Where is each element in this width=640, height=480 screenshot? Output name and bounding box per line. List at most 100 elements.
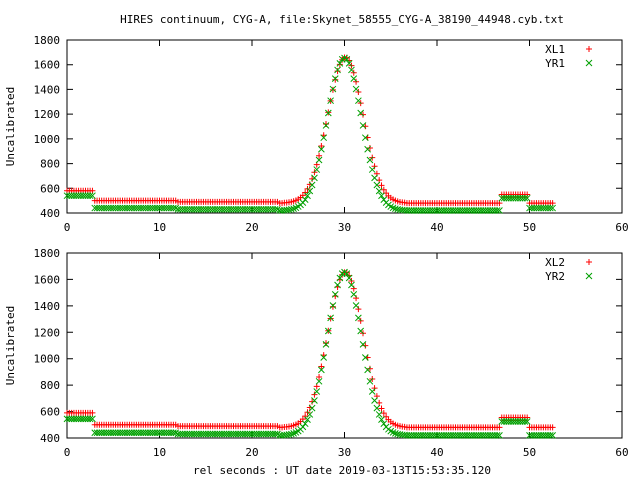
data-point — [322, 341, 330, 348]
legend-label: YR1 — [545, 57, 565, 70]
data-point — [549, 424, 556, 431]
data-point — [306, 411, 314, 418]
data-point — [331, 75, 339, 83]
data-point — [316, 152, 323, 159]
y-tick-label: 1000 — [34, 353, 61, 366]
data-point — [521, 194, 529, 202]
data-point — [348, 66, 355, 74]
data-point — [378, 182, 385, 189]
data-point — [355, 97, 362, 105]
data-point — [327, 97, 334, 105]
data-point — [320, 134, 328, 142]
data-point — [380, 410, 387, 417]
data-point — [336, 61, 343, 68]
data-point — [287, 205, 295, 213]
data-point — [311, 397, 318, 404]
data-point — [302, 189, 309, 196]
data-point — [336, 60, 344, 67]
x-tick-label: 20 — [245, 221, 258, 234]
data-point — [361, 134, 369, 142]
x-tick-label: 0 — [64, 221, 71, 234]
data-point — [329, 85, 337, 93]
x-tick-label: 50 — [523, 446, 536, 459]
y-tick-label: 1200 — [34, 326, 61, 339]
data-point — [378, 192, 385, 200]
data-point — [496, 207, 503, 214]
data-point — [86, 192, 94, 200]
legend-marker-yr1 — [585, 59, 593, 67]
data-point — [350, 290, 358, 298]
data-point — [343, 270, 351, 277]
data-point — [315, 156, 323, 164]
x-tick-label: 0 — [64, 446, 71, 459]
y-tick-label: 400 — [40, 432, 60, 445]
y-tick-label: 1000 — [34, 133, 61, 146]
x-tick-label: 50 — [523, 221, 536, 234]
data-point — [311, 174, 318, 182]
data-point — [373, 404, 381, 412]
data-point — [316, 374, 323, 381]
x-tick-label: 40 — [430, 446, 443, 459]
data-point — [549, 204, 556, 212]
y-tick-label: 400 — [40, 207, 60, 220]
data-point — [366, 144, 373, 151]
data-point — [323, 340, 329, 347]
y-tick-label: 600 — [40, 406, 60, 419]
data-point — [304, 192, 311, 200]
data-point — [496, 424, 503, 431]
data-point — [329, 302, 337, 309]
data-point — [389, 429, 397, 436]
y-tick-label: 1600 — [34, 273, 61, 286]
data-point — [364, 366, 371, 374]
data-point — [318, 366, 325, 374]
data-point — [493, 207, 501, 214]
data-point — [336, 274, 344, 282]
data-point — [350, 285, 357, 292]
data-point — [308, 181, 316, 189]
x-tick-label: 60 — [615, 221, 628, 234]
series-yr1 — [63, 54, 556, 214]
x-tick-label: 40 — [430, 221, 443, 234]
data-point — [89, 415, 96, 423]
plot-frame — [66, 39, 623, 214]
data-point — [359, 122, 367, 129]
data-point — [304, 416, 311, 423]
data-point — [290, 430, 297, 437]
y-tick-label: 1200 — [34, 108, 61, 121]
data-point — [546, 432, 554, 439]
data-point — [318, 142, 325, 149]
data-point — [334, 68, 341, 75]
data-point — [366, 377, 374, 385]
legend-marker-yr2 — [585, 272, 593, 280]
x-tick-label: 10 — [153, 221, 166, 234]
legend-label: XL2 — [545, 256, 565, 269]
data-point — [355, 314, 362, 322]
data-point — [549, 432, 556, 439]
data-point — [357, 109, 365, 117]
data-point — [364, 145, 371, 153]
data-point — [546, 204, 554, 212]
x-tick-label: 30 — [338, 446, 351, 459]
data-point — [521, 418, 529, 425]
data-point — [359, 341, 367, 348]
data-point — [89, 409, 96, 416]
data-point — [352, 302, 360, 309]
data-point — [287, 430, 295, 438]
x-tick-label: 10 — [153, 446, 166, 459]
data-point — [331, 290, 339, 298]
data-point — [366, 365, 373, 372]
data-point — [311, 391, 318, 398]
data-point — [350, 75, 358, 83]
data-point — [362, 342, 369, 349]
data-point — [355, 306, 362, 313]
y-tick-label: 1800 — [34, 34, 61, 47]
data-point — [301, 196, 309, 203]
y-tick-label: 1400 — [34, 83, 61, 96]
data-point — [357, 327, 365, 335]
x-tick-label: 20 — [245, 446, 258, 459]
data-point — [348, 281, 355, 289]
data-point — [368, 166, 376, 173]
data-point — [329, 86, 336, 93]
data-point — [313, 383, 320, 390]
data-point — [345, 60, 353, 67]
